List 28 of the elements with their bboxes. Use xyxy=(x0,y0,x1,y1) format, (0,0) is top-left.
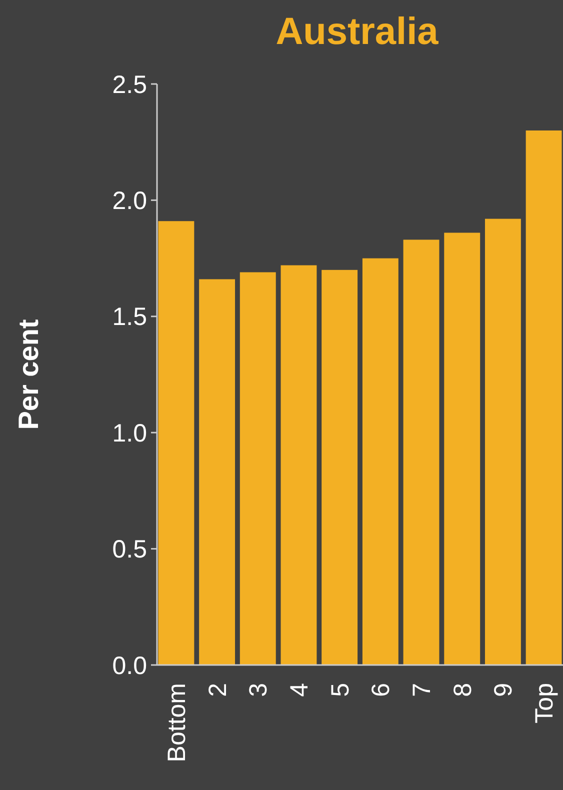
y-tick-label: 1.5 xyxy=(112,303,147,332)
bar xyxy=(526,130,562,665)
y-axis-title: Per cent xyxy=(13,319,44,430)
y-tick-label: 1.0 xyxy=(112,419,147,448)
x-tick-label: 3 xyxy=(244,683,273,697)
bar xyxy=(444,232,480,665)
x-tick-label: 8 xyxy=(448,683,477,697)
x-tick-label: 5 xyxy=(326,683,354,697)
x-tick-label: 9 xyxy=(490,683,518,697)
y-tick-label: 2.5 xyxy=(112,70,147,99)
y-tick-label: 0.0 xyxy=(112,652,147,680)
y-tick-label: 2.0 xyxy=(112,186,147,215)
bar xyxy=(158,221,194,665)
bar xyxy=(322,270,358,665)
chart-title: Australia xyxy=(276,11,440,53)
x-tick-label: 6 xyxy=(367,683,396,697)
bar xyxy=(362,258,398,665)
bar xyxy=(199,279,236,665)
x-tick-label: Bottom xyxy=(162,683,191,762)
bar xyxy=(403,240,440,665)
y-tick-label: 0.5 xyxy=(112,536,147,564)
bar xyxy=(484,218,521,665)
x-tick-label: 4 xyxy=(285,682,314,697)
x-tick-label: 2 xyxy=(204,683,232,697)
x-tick-label: Top xyxy=(530,683,559,724)
x-tick-label: 7 xyxy=(408,683,436,697)
bar xyxy=(280,265,317,665)
bar xyxy=(240,272,276,665)
